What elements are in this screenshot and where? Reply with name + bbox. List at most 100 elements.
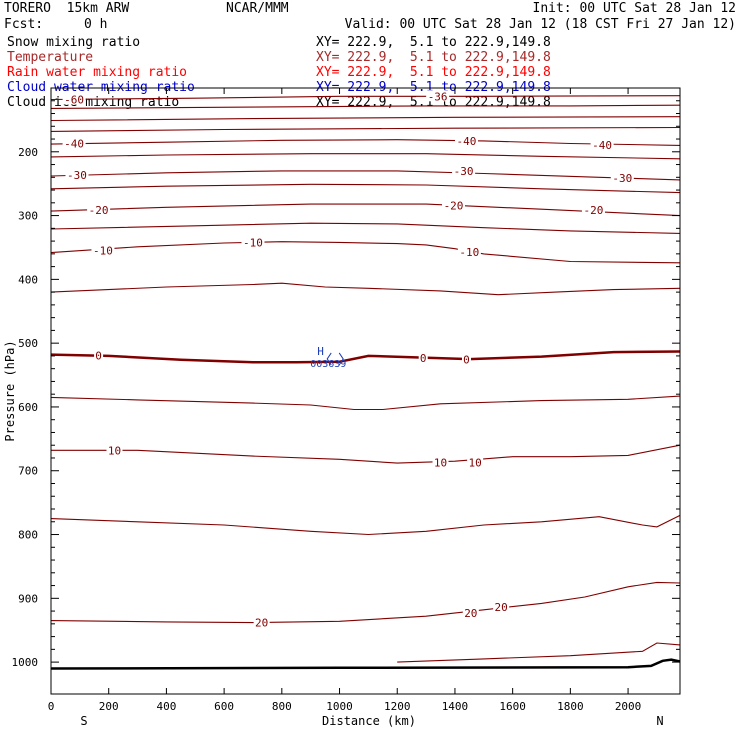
y-tick-label: 200: [18, 146, 38, 159]
plot-frame: [50, 87, 681, 695]
terrain-line: [50, 658, 681, 670]
contour-label: -30: [67, 169, 87, 182]
contour-label: -30: [612, 172, 632, 185]
model-title: TORERO 15km ARW: [4, 1, 130, 16]
contour-label-bg: [91, 244, 115, 256]
contour-label: 0: [95, 349, 102, 362]
contour-label-bg: [452, 164, 476, 176]
legend-snow-label: Snow mixing ratio: [7, 35, 141, 50]
x-tick-label: 600: [214, 700, 234, 713]
contour-label-bg: [62, 137, 86, 149]
legend-snow-xy: XY= 222.9, 5.1 to 222.9,149.8: [316, 35, 551, 50]
contour-label-bg: [87, 203, 111, 215]
contour--35: [50, 153, 681, 160]
contour-15: [50, 514, 681, 536]
contour-25: [397, 642, 681, 663]
contour-label-bg: [581, 203, 605, 215]
contour-labels: -40 -40 -40 -30 -30 -30 -20 -20 -20 -10 -10 -10 0 0 0 1…: [62, 90, 634, 630]
contour-label-bg: [432, 456, 449, 468]
contour-label-bg: [467, 456, 484, 468]
valid-time: Valid: 00 UTC Sat 28 Jan 12 (18 CST Fri …: [344, 17, 736, 32]
x-tick-label: 1400: [442, 700, 469, 713]
contour-label: -30: [454, 165, 474, 178]
contour-label: -10: [243, 236, 263, 249]
x-tick-label: 1800: [557, 700, 584, 713]
contour-label-bg: [426, 90, 450, 102]
terrain-layer: [50, 658, 681, 670]
contour-label: -10: [93, 245, 113, 258]
x-tick-label: 1600: [499, 700, 526, 713]
contour-label: 20: [464, 607, 477, 620]
y-tick-label: 600: [18, 401, 38, 414]
contour-label: 0: [463, 354, 470, 367]
contour-label: -40: [592, 139, 612, 152]
x-tick-label: 1200: [384, 700, 411, 713]
contour-label: 0: [420, 352, 427, 365]
legend-temperature-xy: XY= 222.9, 5.1 to 222.9,149.8: [316, 50, 551, 65]
contour-label: 20: [255, 617, 268, 630]
contour-label: 10: [108, 444, 121, 457]
contour--5: [50, 282, 681, 296]
contour-label-bg: [418, 351, 428, 363]
contour--50: [50, 116, 681, 122]
contour-label: 20: [494, 601, 507, 614]
contour-label-bg: [94, 349, 104, 361]
contour--15: [50, 222, 681, 234]
y-tick-label: 500: [18, 337, 38, 350]
contour-label-bg: [610, 171, 634, 183]
y-tick-label: 300: [18, 210, 38, 223]
contour-label-bg: [65, 168, 89, 180]
y-tick-label: 1000: [12, 656, 39, 669]
contour-10: [51, 444, 681, 464]
contour--45: [50, 126, 681, 132]
y-tick-label: 400: [18, 273, 38, 286]
contour-5: [50, 395, 681, 411]
contour-label-bg: [457, 245, 481, 257]
north-label: N: [656, 714, 663, 728]
contour-label-bg: [62, 93, 86, 105]
contour--60: [50, 95, 681, 101]
y-tick-label: 700: [18, 465, 38, 478]
forecast-label: Fcst:: [4, 17, 44, 32]
contour--25: [50, 183, 681, 194]
contour--20: [50, 203, 681, 217]
legend-temperature-label: Temperature: [7, 50, 94, 65]
cloud-water-max-value: 003639: [310, 359, 346, 370]
init-time: Init: 00 UTC Sat 28 Jan 12: [532, 1, 737, 16]
contour-label: -20: [89, 204, 109, 217]
legend-rain-label: Rain water mixing ratio: [7, 65, 188, 80]
contour-label-bg: [590, 138, 614, 150]
contour-label-bg: [493, 601, 510, 613]
center-title: NCAR/MMM: [226, 1, 289, 16]
legend-rain-xy: XY= 222.9, 5.1 to 222.9,149.8: [316, 65, 551, 80]
contour-label: -36: [428, 90, 448, 103]
south-label: S: [80, 714, 87, 728]
contour-label: -60: [64, 93, 84, 106]
cloud-water-contour-right: [338, 352, 344, 366]
contour-label: -40: [64, 137, 84, 150]
contour-label: 10: [434, 456, 447, 469]
cloud-water-high-label: H: [317, 345, 324, 358]
contour-label: 10: [469, 456, 482, 469]
contour-label-bg: [253, 616, 270, 628]
contour-label-bg: [461, 353, 471, 365]
y-axis-label: Pressure (hPa): [3, 340, 17, 441]
contour-20: [50, 581, 681, 624]
contour-label-bg: [106, 444, 123, 456]
x-tick-label: 400: [156, 700, 176, 713]
contour-label: -40: [457, 135, 477, 148]
y-tick-label: 800: [18, 529, 38, 542]
contour-label-bg: [462, 606, 479, 618]
contour-label-bg: [454, 134, 478, 146]
contour--55: [50, 104, 681, 109]
axes: 0 200 400 600 800 1000 1200 1400 1600 1800 2000200…: [12, 88, 680, 713]
contour--30: [50, 170, 681, 181]
x-tick-label: 1000: [326, 700, 353, 713]
contour-label: -20: [584, 204, 604, 217]
contour-label: -20: [444, 199, 464, 212]
x-axis-label: Distance (km): [322, 714, 416, 728]
contour--40: [50, 139, 681, 146]
contour--10: [50, 241, 681, 264]
